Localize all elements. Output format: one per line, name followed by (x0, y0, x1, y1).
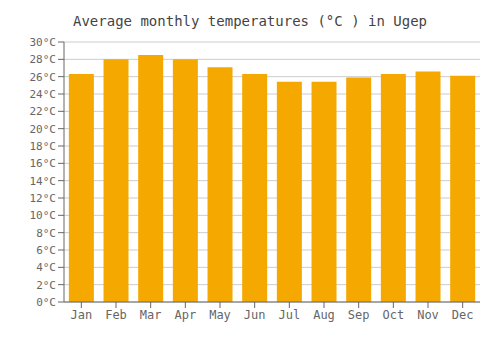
html-text:Average monthly temperatures (: Average monthly temperatures (°C ) in Ug… (73, 13, 427, 29)
svg-text:24°C: 24°C (30, 88, 57, 101)
svg-text:Sep: Sep (348, 308, 370, 322)
svg-text:Feb: Feb (105, 308, 127, 322)
svg-text:0°C: 0°C (36, 296, 56, 309)
svg-text:Jan: Jan (70, 308, 92, 322)
svg-text:16°C: 16°C (30, 157, 57, 170)
svg-text:28°C: 28°C (30, 53, 57, 66)
svg-text:6°C: 6°C (36, 244, 56, 257)
svg-text:4°C: 4°C (36, 261, 56, 274)
svg-text:Nov: Nov (417, 308, 439, 322)
svg-text:14°C: 14°C (30, 175, 57, 188)
svg-text:20°C: 20°C (30, 123, 57, 136)
svg-text:Jul: Jul (278, 308, 300, 322)
svg-text:Dec: Dec (452, 308, 474, 322)
svg-text:May: May (209, 308, 231, 322)
svg-text:22°C: 22°C (30, 105, 57, 118)
svg-text:Apr: Apr (174, 308, 196, 322)
svg-text:Aug: Aug (313, 308, 335, 322)
svg-text:8°C: 8°C (36, 227, 56, 240)
svg-text:18°C: 18°C (30, 140, 57, 153)
svg-text:12°C: 12°C (30, 192, 57, 205)
svg-text:Mar: Mar (140, 308, 162, 322)
svg-text:Jun: Jun (244, 308, 266, 322)
svg-text:30°C: 30°C (30, 36, 57, 49)
svg-text:10°C: 10°C (30, 209, 57, 222)
svg-text:Oct: Oct (382, 308, 404, 322)
svg-text:26°C: 26°C (30, 71, 57, 84)
svg-text:2°C: 2°C (36, 279, 56, 292)
